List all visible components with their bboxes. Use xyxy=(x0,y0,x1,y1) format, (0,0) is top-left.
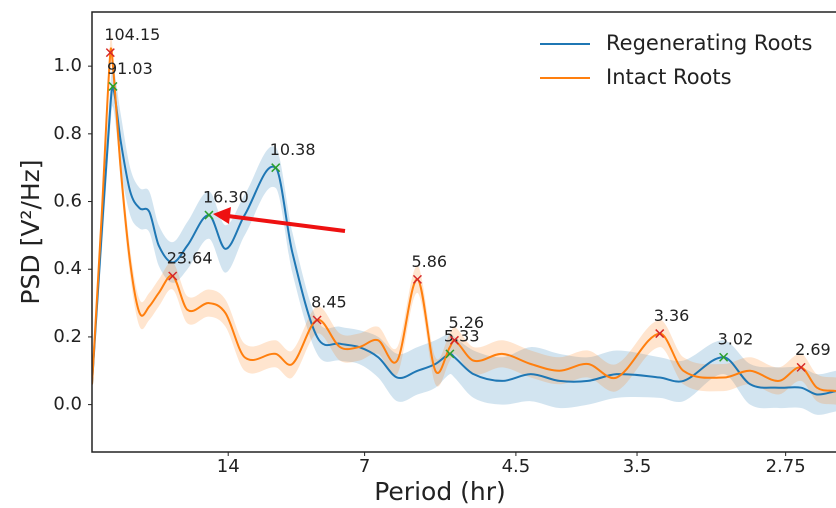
peak-marker xyxy=(412,274,422,284)
peak-marker xyxy=(271,163,281,173)
peak-marker xyxy=(108,81,118,91)
peak-label: 23.64 xyxy=(167,249,213,268)
peak-marker xyxy=(105,48,115,58)
x-tick-label: 7 xyxy=(359,456,370,477)
peak-marker xyxy=(796,362,806,372)
x-tick-label: 2.75 xyxy=(766,456,806,477)
peak-label: 8.45 xyxy=(311,293,347,312)
annotation-arrow xyxy=(213,207,346,233)
y-axis-label: PSD [V²/Hz] xyxy=(16,159,45,304)
axes-frame xyxy=(91,11,836,453)
peak-marker xyxy=(204,210,214,220)
y-tick-label: 0.6 xyxy=(53,191,82,212)
x-tick-label: 4.5 xyxy=(502,456,531,477)
confidence-band xyxy=(92,34,836,405)
series-line xyxy=(92,47,836,393)
peak-label: 91.03 xyxy=(107,59,153,78)
y-tick-label: 0.2 xyxy=(53,326,82,347)
series-line xyxy=(92,85,836,396)
confidence-band xyxy=(92,65,836,415)
peak-label: 2.69 xyxy=(795,340,831,359)
peak-marker xyxy=(445,349,455,359)
x-tick-label: 14 xyxy=(217,456,240,477)
peak-label: 10.38 xyxy=(270,140,316,159)
y-tick-label: 0.8 xyxy=(53,123,82,144)
peak-marker xyxy=(168,271,178,281)
y-tick-label: 0.4 xyxy=(53,258,82,279)
peak-label: 16.30 xyxy=(203,188,249,207)
x-tick-label: 3.5 xyxy=(623,456,652,477)
y-tick-label: 1.0 xyxy=(53,55,82,76)
peak-marker xyxy=(312,315,322,325)
peak-label: 5.26 xyxy=(448,313,484,332)
peak-label: 5.33 xyxy=(444,326,480,345)
peak-marker xyxy=(449,335,459,345)
legend-label: Regenerating Roots xyxy=(606,31,812,55)
y-tick-label: 0.0 xyxy=(53,394,82,415)
peak-marker xyxy=(719,352,729,362)
peak-label: 104.15 xyxy=(104,25,160,44)
legend-label: Intact Roots xyxy=(606,65,732,89)
plot-area xyxy=(92,34,836,415)
peak-label: 5.86 xyxy=(411,252,447,271)
peak-label: 3.02 xyxy=(718,330,754,349)
peak-marker xyxy=(655,329,665,339)
peak-label: 3.36 xyxy=(654,306,690,325)
x-axis-label: Period (hr) xyxy=(374,477,506,506)
